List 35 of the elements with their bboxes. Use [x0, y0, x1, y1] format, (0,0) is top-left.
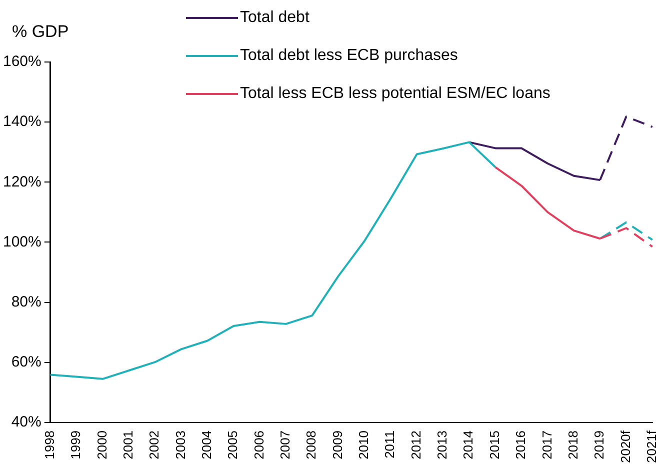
x-tick-label: 2006 — [251, 430, 266, 460]
x-tick-label: 2010 — [356, 430, 372, 460]
y-axis-title: % GDP — [12, 22, 69, 42]
legend-label: Total debt less ECB purchases — [240, 47, 458, 65]
x-tick-label: 2014 — [460, 430, 476, 460]
y-tick-label: 140% — [2, 113, 42, 130]
x-tick-label: 2019 — [592, 430, 607, 460]
y-tick-label: 80% — [11, 293, 42, 310]
x-tick-label: 2012 — [408, 430, 424, 460]
x-tick-label: 2008 — [304, 430, 319, 460]
x-tick-label: 2001 — [120, 430, 136, 460]
legend-label: Total less ECB less potential ESM/EC loans — [240, 85, 550, 103]
x-tick-label: 2000 — [94, 430, 110, 460]
x-tick-label: 2013 — [434, 430, 450, 460]
y-tick-label: 40% — [11, 414, 42, 431]
x-tick-label: 1999 — [68, 430, 84, 460]
x-tick-label: 2021f — [644, 430, 659, 464]
x-tick-label: 2017 — [539, 430, 554, 460]
x-tick-label: 2011 — [382, 430, 398, 458]
x-tick-label: 2015 — [486, 430, 502, 460]
y-tick-label: 160% — [2, 53, 42, 70]
x-tick-label: 2005 — [225, 430, 240, 460]
x-tick-label: 2020f — [618, 430, 633, 464]
x-tick-label: 2002 — [146, 430, 162, 460]
x-tick-label: 1998 — [42, 430, 57, 460]
x-tick-label: 2016 — [513, 430, 528, 460]
y-tick-label: 60% — [11, 354, 42, 371]
x-tick-label: 2009 — [330, 430, 345, 460]
y-tick-label: 100% — [2, 233, 42, 250]
legend-label: Total debt — [240, 9, 310, 27]
x-tick-label: 2018 — [565, 430, 580, 460]
x-tick-label: 2003 — [172, 430, 188, 460]
x-tick-label: 2007 — [278, 430, 293, 460]
y-tick-label: 120% — [2, 173, 42, 190]
x-tick-label: 2004 — [198, 430, 214, 460]
